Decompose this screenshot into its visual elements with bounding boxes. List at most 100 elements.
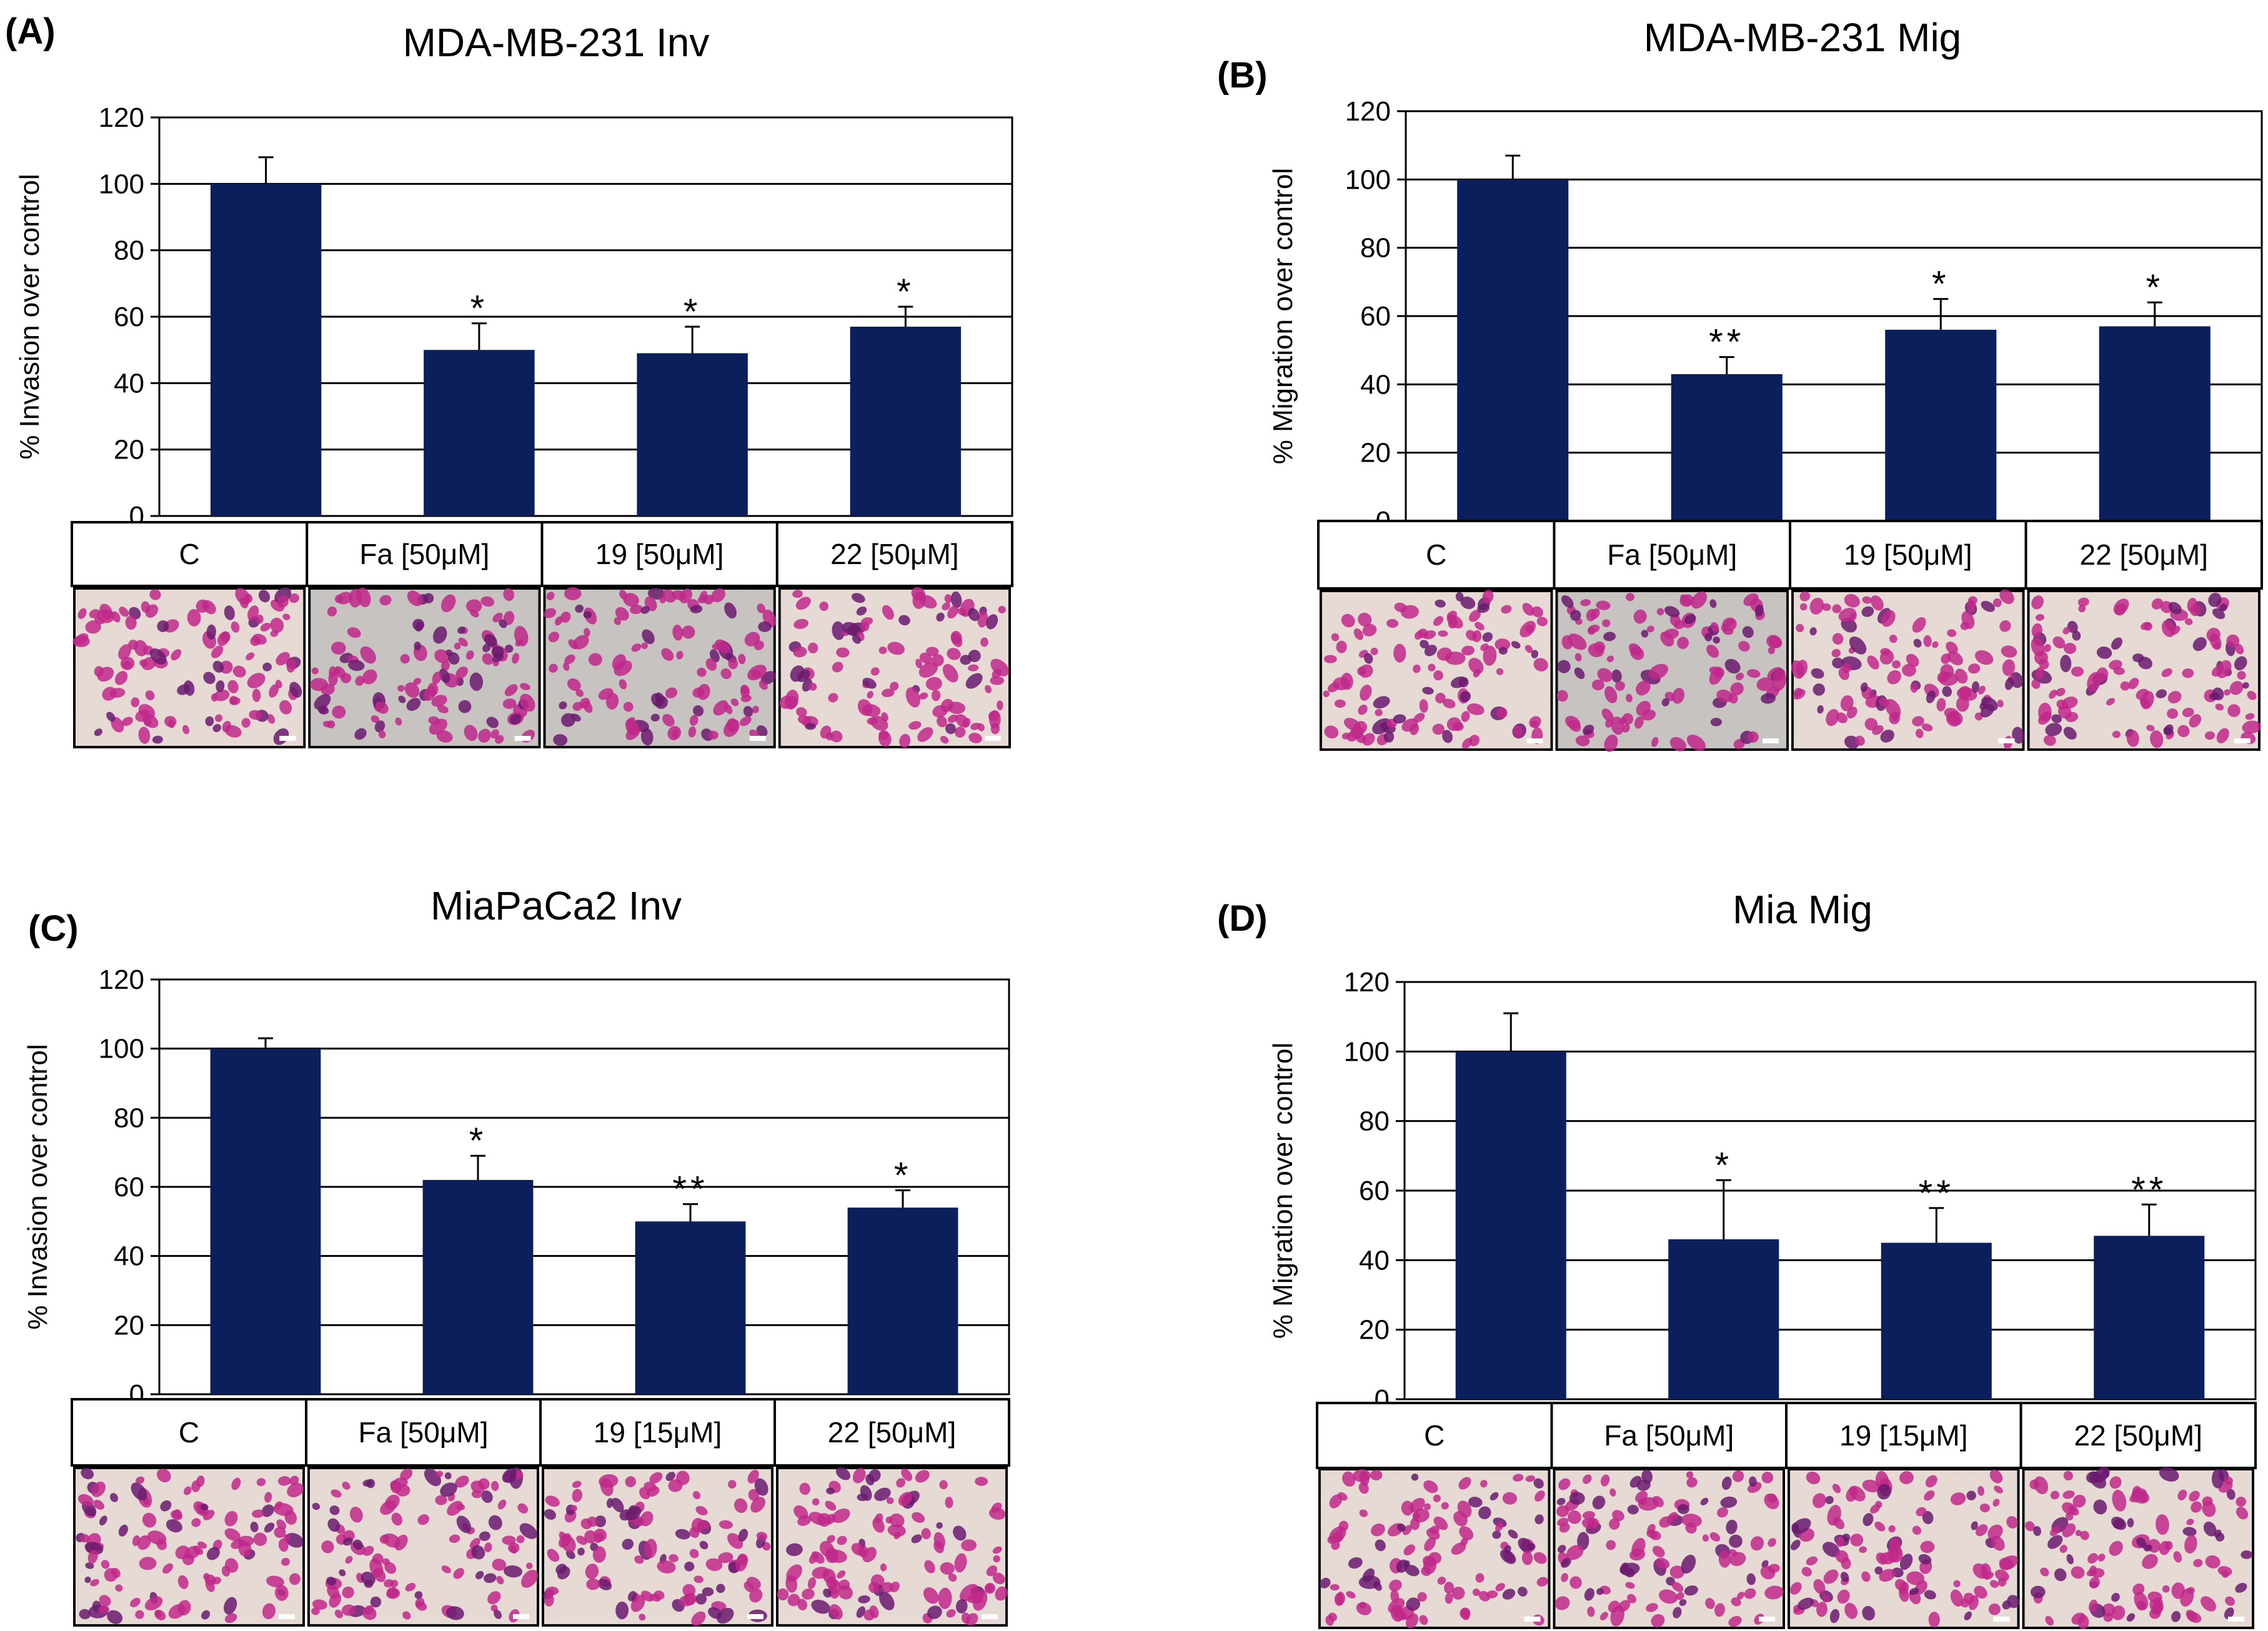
micrograph-image <box>778 587 1011 748</box>
y-tick-label: 100 <box>99 1034 144 1064</box>
scale-bar <box>514 736 531 741</box>
scale-bar <box>1524 1617 1541 1622</box>
y-tick-label: 100 <box>1345 164 1391 195</box>
x-category-label: C <box>1426 538 1446 571</box>
significance-marker: * <box>1932 264 1950 305</box>
bar <box>1671 374 1783 521</box>
bar <box>210 184 322 516</box>
y-tick-label: 20 <box>1360 438 1391 468</box>
y-tick-label: 60 <box>114 302 144 332</box>
y-tick-label: 80 <box>1360 233 1391 264</box>
significance-marker: ** <box>672 1169 708 1210</box>
micrograph-image <box>307 1467 539 1627</box>
y-tick-label: 40 <box>1359 1245 1390 1276</box>
bar <box>210 1048 321 1394</box>
micrograph-image <box>1791 589 2025 751</box>
scale-bar <box>2234 738 2251 743</box>
y-axis-label: % Migration over control <box>1268 168 1298 464</box>
scale-bar <box>747 1614 763 1619</box>
y-tick-label: 60 <box>114 1172 144 1202</box>
y-tick-label: 120 <box>1345 96 1391 127</box>
significance-marker: ** <box>1709 322 1744 363</box>
micrograph-image <box>2027 590 2261 751</box>
bar <box>422 1179 534 1394</box>
x-category-label: 22 [50μM] <box>828 1416 957 1449</box>
micrograph-image <box>1318 1468 1551 1629</box>
bar <box>1455 1051 1566 1399</box>
x-category-label: C <box>179 538 200 570</box>
bar <box>637 353 748 516</box>
micrograph-image <box>542 1467 773 1627</box>
x-category-label: Fa [50μM] <box>1604 1419 1734 1452</box>
y-tick-label: 80 <box>114 235 144 266</box>
y-tick-label: 120 <box>99 102 144 133</box>
chart-title: MiaPaCa2 Inv <box>430 883 682 928</box>
micrograph-image <box>1555 590 1789 752</box>
x-category-label: C <box>1424 1419 1445 1452</box>
significance-marker: * <box>894 1156 912 1196</box>
micrograph-image <box>776 1467 1008 1627</box>
y-axis-label: % Invasion over control <box>22 1044 53 1329</box>
panel-label: (D) <box>1217 898 1268 939</box>
bar <box>847 1207 958 1394</box>
y-tick-label: 20 <box>114 1310 144 1341</box>
x-category-label: 19 [50μM] <box>595 538 724 570</box>
panel-label: (A) <box>5 11 56 52</box>
significance-marker: * <box>897 272 915 312</box>
scale-bar <box>1759 1617 1775 1622</box>
y-tick-label: 60 <box>1359 1176 1390 1206</box>
panel-label: (B) <box>1217 55 1268 96</box>
micrograph-image <box>72 587 306 748</box>
scale-bar <box>513 1614 529 1619</box>
bar <box>1668 1239 1779 1399</box>
micrograph-image <box>1320 590 1553 751</box>
scale-bar <box>1993 1617 2010 1622</box>
micrograph-image <box>308 587 541 748</box>
y-tick-label: 120 <box>1344 967 1390 998</box>
y-tick-label: 100 <box>99 169 144 199</box>
scale-bar <box>279 736 296 741</box>
bar <box>850 326 962 516</box>
y-tick-label: 100 <box>1344 1036 1390 1067</box>
scale-bar <box>982 1614 998 1619</box>
scale-bar <box>749 736 766 741</box>
micrograph-image <box>543 587 777 748</box>
x-category-label: 22 [50μM] <box>830 538 959 570</box>
chart-title: MDA-MB-231 Mig <box>1644 15 1962 60</box>
bar <box>1457 179 1569 521</box>
bar <box>635 1221 746 1394</box>
significance-marker: ** <box>1919 1173 1954 1214</box>
x-category-label: C <box>179 1416 199 1449</box>
scale-bar <box>2228 1617 2244 1622</box>
x-category-label: Fa [50μM] <box>1607 538 1737 571</box>
micrograph-image <box>1553 1468 1785 1629</box>
significance-marker: * <box>470 289 489 329</box>
significance-marker: * <box>684 292 702 332</box>
x-category-label: 19 [15μM] <box>1839 1419 1968 1452</box>
y-tick-label: 40 <box>114 368 144 399</box>
bar <box>1881 1242 1992 1399</box>
micrograph-image <box>2022 1466 2254 1630</box>
scale-bar <box>1763 738 1779 743</box>
x-category-label: 19 [15μM] <box>594 1416 722 1449</box>
bar <box>424 350 535 516</box>
scale-bar <box>985 736 1001 741</box>
chart-title: Mia Mig <box>1733 887 1873 932</box>
y-axis-label: % Migration over control <box>1268 1043 1298 1339</box>
bar <box>1885 329 1997 521</box>
panel-label: (C) <box>28 908 79 949</box>
bar <box>2099 326 2211 521</box>
significance-marker: * <box>469 1121 487 1161</box>
x-category-label: Fa [50μM] <box>358 1416 488 1449</box>
scale-bar <box>1998 738 2015 743</box>
significance-marker: ** <box>2131 1169 2167 1210</box>
significance-marker: * <box>2146 267 2164 308</box>
y-axis-label: % Invasion over control <box>14 174 45 459</box>
y-tick-label: 40 <box>114 1241 144 1272</box>
micrograph-image <box>73 1467 305 1627</box>
